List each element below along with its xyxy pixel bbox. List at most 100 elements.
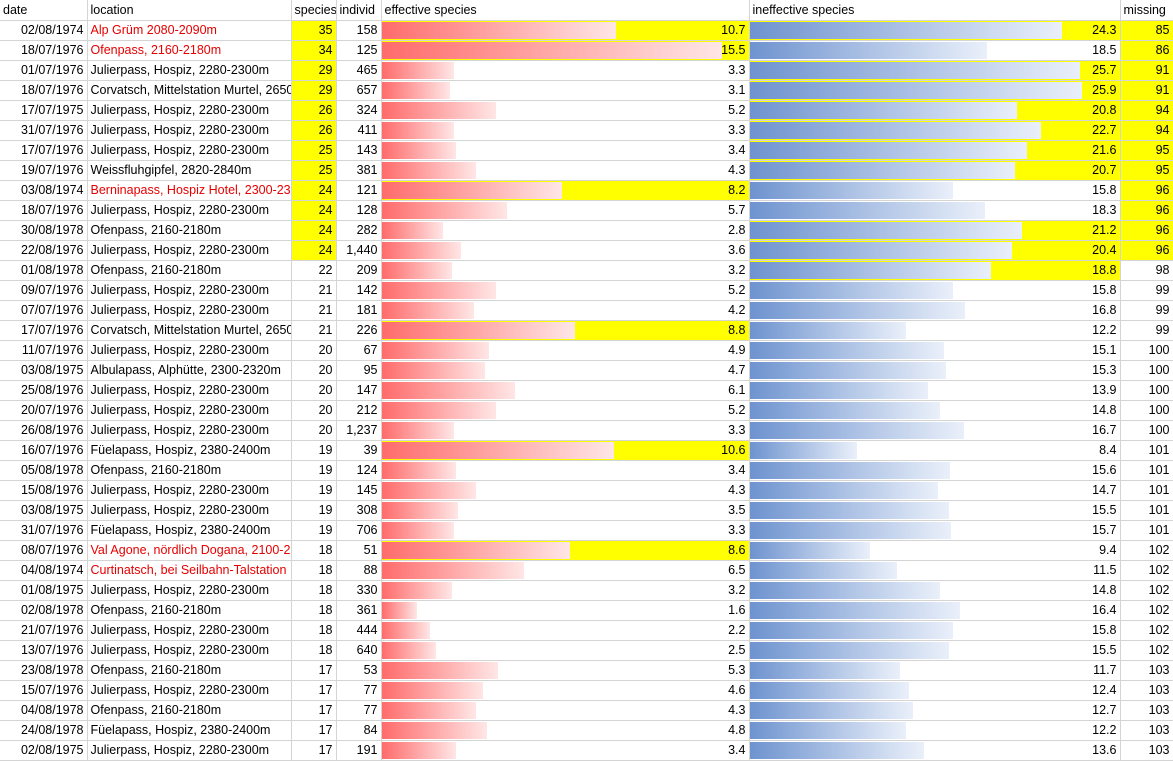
effective-species-cell[interactable]: 4.8 [381,720,750,741]
missing-cell[interactable]: 101 [1120,520,1173,541]
ineffective-species-cell[interactable]: 8.4 [749,440,1121,461]
effective-species-cell[interactable]: 6.1 [381,380,750,401]
species-cell[interactable]: 19 [291,520,337,541]
ineffective-species-cell[interactable]: 9.4 [749,540,1121,561]
date-cell[interactable]: 18/07/1976 [0,80,88,101]
individuals-cell[interactable]: 88 [336,560,382,581]
individuals-cell[interactable]: 181 [336,300,382,321]
location-cell[interactable]: Julierpass, Hospiz, 2280-2300m [87,240,292,261]
individuals-cell[interactable]: 226 [336,320,382,341]
location-cell[interactable]: Albulapass, Alphütte, 2300-2320m [87,360,292,381]
location-cell[interactable]: Julierpass, Hospiz, 2280-2300m [87,140,292,161]
species-cell[interactable]: 18 [291,620,337,641]
location-cell[interactable]: Julierpass, Hospiz, 2280-2300m [87,200,292,221]
missing-cell[interactable]: 100 [1120,360,1173,381]
date-cell[interactable]: 04/08/1978 [0,700,88,721]
individuals-cell[interactable]: 128 [336,200,382,221]
location-cell[interactable]: Alp Grüm 2080-2090m [87,20,292,41]
date-cell[interactable]: 19/07/1976 [0,160,88,181]
missing-cell[interactable]: 85 [1120,20,1173,41]
effective-species-cell[interactable]: 3.1 [381,80,750,101]
individuals-cell[interactable]: 657 [336,80,382,101]
species-cell[interactable]: 34 [291,40,337,61]
location-cell[interactable]: Julierpass, Hospiz, 2280-2300m [87,400,292,421]
location-cell[interactable]: Val Agone, nördlich Dogana, 2100-2120m [87,540,292,561]
missing-cell[interactable]: 102 [1120,600,1173,621]
individuals-cell[interactable]: 330 [336,580,382,601]
location-cell[interactable]: Berninapass, Hospiz Hotel, 2300-2320m [87,180,292,201]
individuals-cell[interactable]: 51 [336,540,382,561]
species-cell[interactable]: 19 [291,480,337,501]
location-cell[interactable]: Julierpass, Hospiz, 2280-2300m [87,380,292,401]
effective-species-cell[interactable]: 5.2 [381,280,750,301]
location-cell[interactable]: Julierpass, Hospiz, 2280-2300m [87,680,292,701]
missing-cell[interactable]: 96 [1120,240,1173,261]
location-cell[interactable]: Julierpass, Hospiz, 2280-2300m [87,300,292,321]
species-cell[interactable]: 25 [291,140,337,161]
date-cell[interactable]: 05/08/1978 [0,460,88,481]
effective-species-cell[interactable]: 3.5 [381,500,750,521]
location-cell[interactable]: Weissfluhgipfel, 2820-2840m [87,160,292,181]
date-cell[interactable]: 22/08/1976 [0,240,88,261]
species-cell[interactable]: 17 [291,720,337,741]
missing-cell[interactable]: 94 [1120,100,1173,121]
missing-cell[interactable]: 86 [1120,40,1173,61]
date-cell[interactable]: 18/07/1976 [0,40,88,61]
effective-species-cell[interactable]: 2.8 [381,220,750,241]
ineffective-species-cell[interactable]: 18.5 [749,40,1121,61]
missing-cell[interactable]: 101 [1120,500,1173,521]
missing-cell[interactable]: 103 [1120,720,1173,741]
effective-species-cell[interactable]: 4.9 [381,340,750,361]
individuals-cell[interactable]: 444 [336,620,382,641]
species-cell[interactable]: 29 [291,80,337,101]
header-missing[interactable]: missing [1120,0,1173,21]
species-cell[interactable]: 21 [291,280,337,301]
location-cell[interactable]: Ofenpass, 2160-2180m [87,600,292,621]
missing-cell[interactable]: 103 [1120,680,1173,701]
species-cell[interactable]: 20 [291,340,337,361]
effective-species-cell[interactable]: 8.6 [381,540,750,561]
location-cell[interactable]: Curtinatsch, bei Seilbahn-Talstation [87,560,292,581]
effective-species-cell[interactable]: 4.3 [381,480,750,501]
individuals-cell[interactable]: 158 [336,20,382,41]
date-cell[interactable]: 01/08/1978 [0,260,88,281]
ineffective-species-cell[interactable]: 12.7 [749,700,1121,721]
ineffective-species-cell[interactable]: 16.7 [749,420,1121,441]
date-cell[interactable]: 23/08/1978 [0,660,88,681]
effective-species-cell[interactable]: 3.3 [381,420,750,441]
date-cell[interactable]: 21/07/1976 [0,620,88,641]
location-cell[interactable]: Julierpass, Hospiz, 2280-2300m [87,620,292,641]
species-cell[interactable]: 25 [291,160,337,181]
missing-cell[interactable]: 95 [1120,160,1173,181]
effective-species-cell[interactable]: 5.7 [381,200,750,221]
date-cell[interactable]: 02/08/1974 [0,20,88,41]
date-cell[interactable]: 07/07/1976 [0,300,88,321]
location-cell[interactable]: Corvatsch, Mittelstation Murtel, 2650-27… [87,320,292,341]
species-cell[interactable]: 26 [291,120,337,141]
effective-species-cell[interactable]: 15.5 [381,40,750,61]
missing-cell[interactable]: 91 [1120,80,1173,101]
ineffective-species-cell[interactable]: 25.9 [749,80,1121,101]
location-cell[interactable]: Corvatsch, Mittelstation Murtel, 2650-27… [87,80,292,101]
date-cell[interactable]: 17/07/1976 [0,320,88,341]
date-cell[interactable]: 17/07/1976 [0,140,88,161]
missing-cell[interactable]: 102 [1120,620,1173,641]
location-cell[interactable]: Ofenpass, 2160-2180m [87,40,292,61]
missing-cell[interactable]: 96 [1120,220,1173,241]
ineffective-species-cell[interactable]: 16.8 [749,300,1121,321]
missing-cell[interactable]: 96 [1120,180,1173,201]
date-cell[interactable]: 15/08/1976 [0,480,88,501]
species-cell[interactable]: 22 [291,260,337,281]
date-cell[interactable]: 30/08/1978 [0,220,88,241]
missing-cell[interactable]: 96 [1120,200,1173,221]
ineffective-species-cell[interactable]: 14.7 [749,480,1121,501]
species-cell[interactable]: 17 [291,660,337,681]
effective-species-cell[interactable]: 2.2 [381,620,750,641]
individuals-cell[interactable]: 1,440 [336,240,382,261]
location-cell[interactable]: Ofenpass, 2160-2180m [87,220,292,241]
ineffective-species-cell[interactable]: 15.8 [749,280,1121,301]
date-cell[interactable]: 25/08/1976 [0,380,88,401]
missing-cell[interactable]: 98 [1120,260,1173,281]
individuals-cell[interactable]: 191 [336,740,382,761]
species-cell[interactable]: 18 [291,560,337,581]
